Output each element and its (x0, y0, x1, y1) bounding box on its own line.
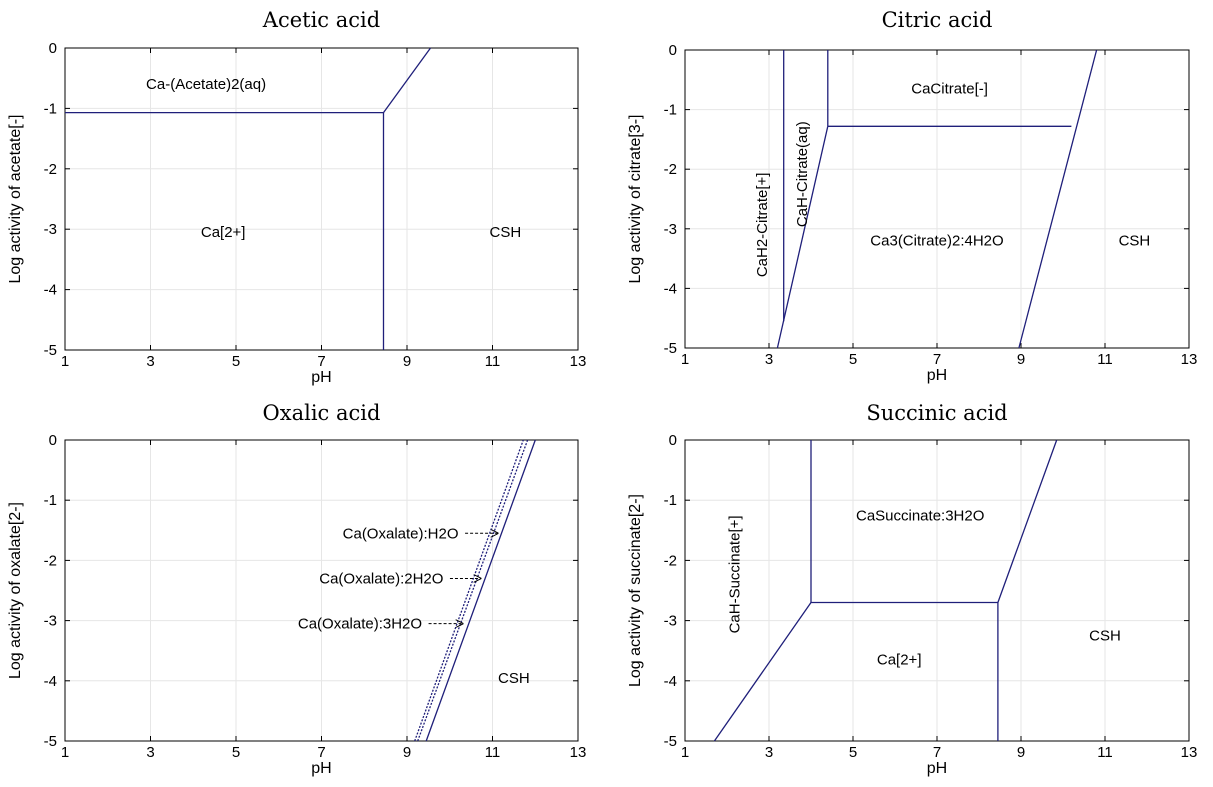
y-tick-label: -5 (44, 342, 57, 359)
y-tick-label: 0 (669, 42, 677, 59)
chart-title: Oxalic acid (263, 401, 381, 425)
phase-boundary (382, 47, 432, 113)
x-tick-label: 1 (681, 744, 689, 761)
region-label: CaH2-Citrate[+] (754, 173, 771, 278)
x-tick-label: 5 (232, 744, 240, 761)
x-tick-label: 9 (1017, 744, 1025, 761)
x-tick-label: 5 (849, 351, 857, 368)
region-label: Ca(Oxalate):3H2O (298, 616, 422, 633)
region-label: CSH (1119, 233, 1151, 250)
y-tick-label: -2 (44, 161, 57, 178)
y-tick-label: -4 (44, 673, 57, 690)
y-tick-label: -1 (44, 100, 57, 117)
x-tick-label: 3 (146, 744, 154, 761)
region-label: Ca3(Citrate)2:4H2O (870, 233, 1003, 250)
x-tick-label: 11 (485, 353, 501, 370)
y-tick-label: -5 (664, 733, 677, 750)
x-tick-label: 13 (1181, 744, 1198, 761)
x-tick-label: 1 (61, 744, 69, 761)
y-tick-label: -5 (44, 733, 57, 750)
y-tick-label: -5 (664, 340, 677, 357)
y-tick-label: -2 (44, 552, 57, 569)
x-tick-label: 3 (765, 351, 773, 368)
y-tick-label: 0 (49, 40, 57, 57)
y-axis-label: Log activity of acetate[-] (7, 115, 24, 284)
y-tick-label: -1 (664, 492, 677, 509)
x-tick-label: 9 (1017, 351, 1025, 368)
region-label: CaH-Citrate(aq) (794, 121, 811, 227)
phase-boundary (425, 439, 536, 742)
y-axis-label: Log activity of oxalate[2-] (7, 502, 24, 679)
x-tick-label: 11 (1097, 744, 1113, 761)
x-tick-label: 5 (232, 353, 240, 370)
x-tick-label: 11 (1097, 351, 1113, 368)
x-tick-label: 13 (570, 744, 587, 761)
chart-title: Citric acid (882, 8, 993, 32)
region-label: Ca(Oxalate):H2O (343, 525, 459, 542)
x-tick-label: 3 (146, 353, 154, 370)
x-tick-label: 5 (849, 744, 857, 761)
region-label: CaCitrate[-] (911, 81, 988, 98)
chart-title: Acetic acid (262, 8, 380, 32)
x-tick-label: 1 (681, 351, 689, 368)
x-tick-label: 1 (61, 353, 69, 370)
y-tick-label: 0 (669, 432, 677, 449)
y-tick-label: -3 (44, 613, 57, 630)
region-label: CSH (498, 670, 530, 687)
region-label: CSH (1089, 628, 1121, 645)
phase-boundary (417, 439, 529, 742)
region-label: Ca[2+] (201, 224, 246, 241)
y-tick-label: 0 (49, 432, 57, 449)
x-tick-label: 7 (317, 744, 325, 761)
y-tick-label: -1 (44, 492, 57, 509)
y-tick-label: -1 (664, 102, 677, 119)
region-label: CaSuccinate:3H2O (856, 507, 984, 524)
x-tick-label: 7 (933, 351, 941, 368)
x-tick-label: 13 (570, 353, 587, 370)
x-axis-label: pH (311, 760, 331, 777)
y-tick-label: -2 (664, 552, 677, 569)
x-tick-label: 9 (403, 353, 411, 370)
phase-boundary (776, 126, 829, 349)
y-axis-label: Log activity of succinate[2-] (627, 494, 644, 687)
x-axis-label: pH (927, 760, 947, 777)
y-tick-label: -4 (44, 282, 57, 299)
y-tick-label: -4 (664, 673, 677, 690)
region-label: CSH (489, 224, 521, 241)
region-label: Ca-(Acetate)2(aq) (146, 76, 266, 93)
x-tick-label: 13 (1181, 351, 1198, 368)
x-tick-label: 7 (933, 744, 941, 761)
x-tick-label: 9 (403, 744, 411, 761)
phase-boundary (414, 439, 524, 742)
y-tick-label: -4 (664, 280, 677, 297)
region-label: Ca[2+] (877, 652, 922, 669)
phase-boundary (1018, 49, 1098, 349)
x-axis-label: pH (311, 369, 331, 386)
region-label: Ca(Oxalate):2H2O (319, 570, 443, 587)
x-tick-label: 11 (485, 744, 501, 761)
y-tick-label: -2 (664, 161, 677, 178)
chart-title: Succinic acid (866, 401, 1007, 425)
x-tick-label: 3 (765, 744, 773, 761)
x-tick-label: 7 (317, 353, 325, 370)
x-axis-label: pH (927, 367, 947, 384)
y-tick-label: -3 (664, 613, 677, 630)
phase-boundary (997, 439, 1058, 603)
y-tick-label: -3 (664, 221, 677, 238)
region-label: CaH-Succinate[+] (727, 515, 744, 633)
phase-boundary (713, 602, 812, 742)
y-tick-label: -3 (44, 221, 57, 238)
y-axis-label: Log activity of citrate[3-] (627, 115, 644, 284)
